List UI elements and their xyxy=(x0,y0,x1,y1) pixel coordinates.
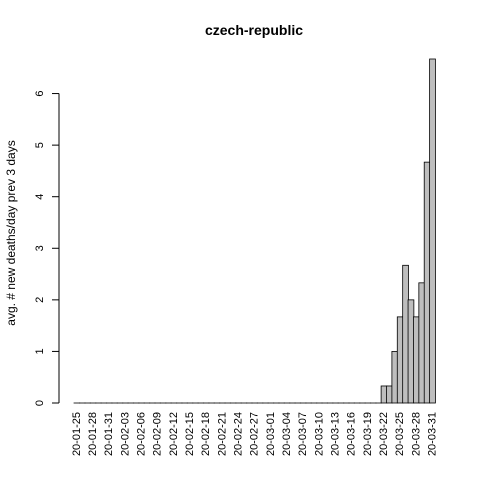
y-tick-label: 5 xyxy=(34,142,46,148)
x-tick-label: 20-02-06 xyxy=(136,412,148,456)
x-tick-label: 20-02-24 xyxy=(233,412,245,456)
bars xyxy=(73,58,436,404)
x-tick-label: 20-01-25 xyxy=(71,412,83,456)
y-axis-label: avg. # new deaths/day prev 3 days xyxy=(4,140,18,325)
bar-20-03-23 xyxy=(386,385,393,404)
x-tick-label: 20-03-13 xyxy=(330,412,342,456)
x-tick-label: 20-03-07 xyxy=(297,412,309,456)
chart-title: czech-republic xyxy=(205,22,303,38)
x-tick-label: 20-02-27 xyxy=(249,412,261,456)
x-tick-label: 20-02-03 xyxy=(119,412,131,456)
y-tick-label: 1 xyxy=(34,348,46,354)
x-tick-label: 20-03-25 xyxy=(394,412,406,456)
y-tick-label: 0 xyxy=(34,400,46,406)
x-tick-label: 20-02-15 xyxy=(184,412,196,456)
bar-20-03-22 xyxy=(380,385,388,404)
x-tick-label: 20-03-28 xyxy=(410,412,422,456)
bar-20-03-31 xyxy=(429,58,436,404)
y-axis: 0 1 2 3 4 5 6 xyxy=(34,90,60,406)
bar-20-03-28 xyxy=(413,316,420,404)
bar-20-03-27 xyxy=(407,299,415,404)
x-tick-label: 20-02-21 xyxy=(216,412,228,456)
bar-20-03-30 xyxy=(423,161,431,404)
y-tick-label: 2 xyxy=(34,297,46,303)
bar-20-03-24 xyxy=(391,351,399,404)
x-tick-label: 20-03-22 xyxy=(378,412,390,456)
x-tick-label: 20-03-31 xyxy=(427,412,439,456)
x-tick-label: 20-01-28 xyxy=(87,412,99,456)
x-tick-label: 20-03-19 xyxy=(362,412,374,456)
x-tick-label: 20-02-12 xyxy=(168,412,180,456)
bar-20-03-26 xyxy=(402,264,409,404)
y-tick-label: 4 xyxy=(34,194,46,200)
x-tick-label: 20-02-09 xyxy=(152,412,164,456)
x-axis: 20-01-25 20-01-28 20-01-31 20-02-03 20-02-06… xyxy=(71,412,439,456)
y-tick-label: 3 xyxy=(34,245,46,251)
bar-20-03-25 xyxy=(396,316,404,404)
x-tick-label: 20-01-31 xyxy=(103,412,115,456)
x-tick-label: 20-02-18 xyxy=(200,412,212,456)
x-tick-label: 20-03-16 xyxy=(346,412,358,456)
x-tick-label: 20-03-04 xyxy=(281,412,293,456)
x-tick-label: 20-03-01 xyxy=(265,412,277,456)
bar-20-03-29 xyxy=(418,282,426,404)
x-tick-label: 20-03-10 xyxy=(313,412,325,456)
y-tick-label: 6 xyxy=(34,90,46,96)
